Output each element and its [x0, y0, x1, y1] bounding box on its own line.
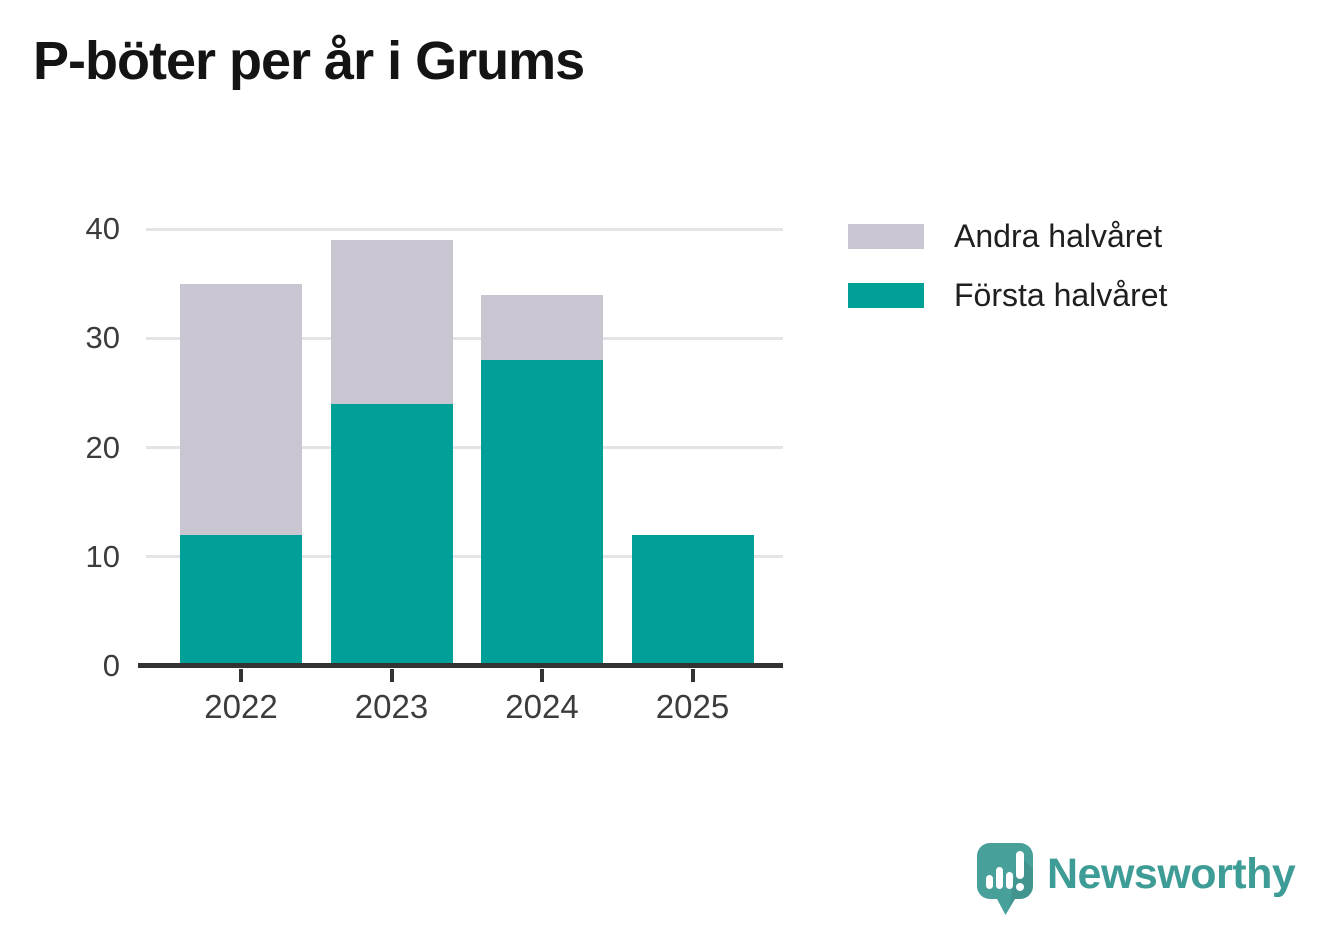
bar-segment	[481, 294, 603, 361]
y-tick-label: 10	[85, 538, 120, 574]
legend-label: Andra halvåret	[954, 218, 1163, 254]
legend-entry: Andra halvåret	[848, 218, 1167, 255]
gridline-30	[146, 336, 783, 340]
bar-segment	[330, 403, 453, 666]
y-axis: 0 10 20 30 40	[0, 212, 120, 683]
newsworthy-logo: Newsworthy	[977, 843, 1296, 921]
gridline-40	[146, 227, 783, 231]
y-tick-label: 40	[85, 211, 120, 246]
gridline-10	[146, 555, 783, 559]
x-axis-line	[138, 663, 783, 668]
legend-swatch	[848, 283, 924, 308]
x-tick-label: 2023	[354, 688, 429, 725]
x-tick-mark	[540, 669, 544, 682]
x-tick-mark	[389, 669, 394, 682]
legend-entry: Första halvåret	[848, 277, 1167, 314]
bar-segment	[330, 239, 453, 404]
legend: Andra halvåret Första halvåret	[848, 218, 1167, 336]
x-tick-label: 2025	[655, 688, 730, 725]
legend-swatch	[848, 224, 924, 249]
chart-title: P-böter per år i Grums	[33, 31, 585, 91]
y-tick-label: 0	[102, 648, 120, 683]
x-tick-mark	[239, 669, 243, 682]
y-tick-label: 20	[85, 429, 120, 465]
legend-label: Första halvåret	[954, 277, 1168, 313]
bar-segment	[180, 534, 302, 666]
bar-segment	[481, 360, 603, 666]
gridline-20	[146, 446, 783, 449]
bar-segment	[631, 534, 754, 666]
x-tick-label: 2022	[204, 688, 278, 725]
bar-segment	[180, 283, 302, 535]
x-axis: 2022 2023 2024 2025	[146, 666, 783, 736]
x-tick-label: 2024	[505, 688, 579, 725]
plot-area	[138, 227, 783, 668]
x-tick-mark	[690, 669, 695, 682]
newsworthy-logo-icon	[977, 843, 1033, 915]
y-tick-label: 30	[85, 320, 120, 356]
newsworthy-logo-text: Newsworthy	[1047, 850, 1296, 898]
